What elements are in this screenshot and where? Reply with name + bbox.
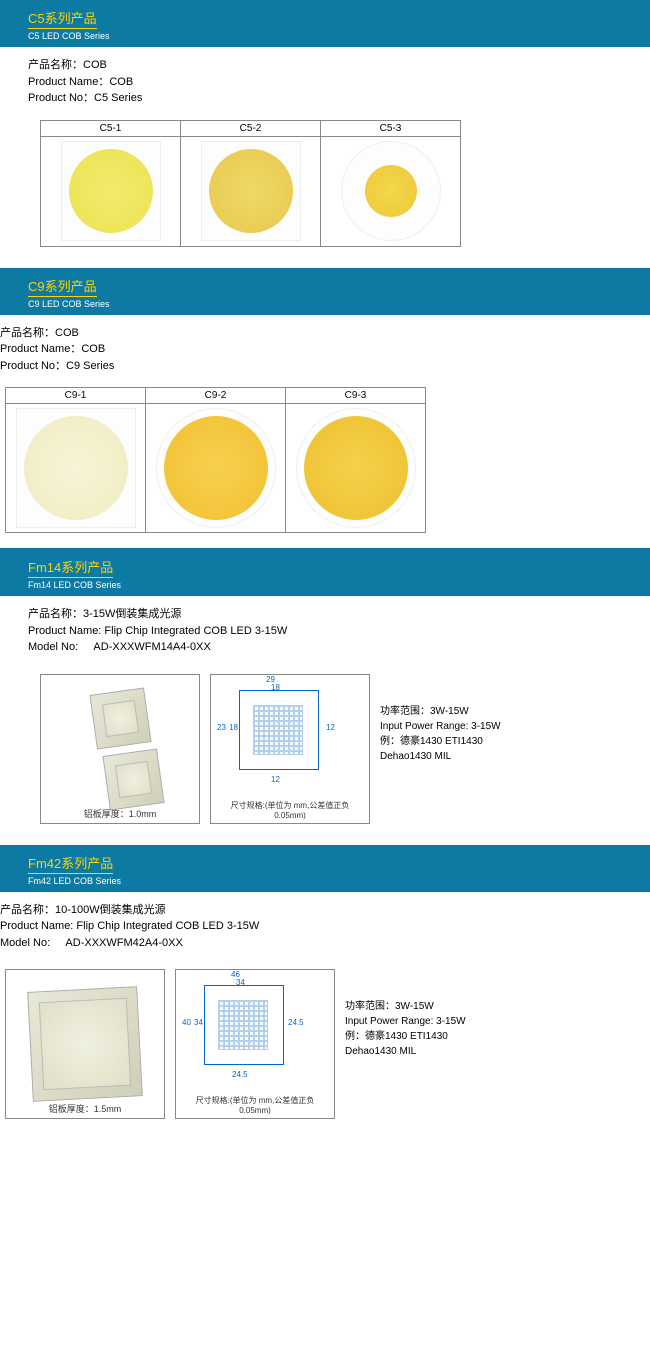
fm14-diagram-caption: 尺寸规格:(单位为 mm,公差值正负 0.05mm) (215, 800, 365, 820)
fm42-detail-row: 铝板厚度：1.5mm 46 34 40 34 24.5 24.5 尺寸规格:(单… (5, 969, 650, 1119)
c5-info-value-1: COB (109, 74, 133, 91)
fm42-info-label-2: Model No: (0, 935, 65, 952)
c9-info-label-0: 产品名称： (0, 325, 55, 342)
fm42-info-value-2: AD-XXXWFM42A4-0XX (65, 935, 182, 952)
fm42-info: 产品名称：10-100W倒装集成光源 Product Name: Flip Ch… (0, 892, 650, 960)
fm42-dim-outer-h: 40 (182, 1018, 191, 1027)
c5-cell-1 (181, 136, 321, 246)
c5-info-value-0: COB (83, 57, 107, 74)
fm14-chip-caption: 铝板厚度：1.0mm (84, 807, 157, 820)
c9-info-label-2: Product No： (0, 358, 66, 375)
fm14-spec-3: Dehao1430 MIL (380, 749, 501, 764)
fm14-photo-cell: 铝板厚度：1.0mm (40, 674, 200, 824)
c9-cell-2 (286, 404, 426, 533)
fm42-diagram-cell: 46 34 40 34 24.5 24.5 尺寸规格:(单位为 mm,公差值正负… (175, 969, 335, 1119)
fm14-dim-inner-h: 18 (229, 723, 238, 732)
fm42-info-label-1: Product Name: (0, 918, 76, 935)
c9-col-header-2: C9-3 (286, 388, 426, 404)
c9-info-value-1: COB (81, 341, 105, 358)
fm42-dim-inner-h: 34 (194, 1018, 203, 1027)
fm42-info-value-0: 10-100W倒装集成光源 (55, 902, 166, 919)
c9-info-label-1: Product Name： (0, 341, 81, 358)
fm14-info-label-2: Model No: (28, 639, 93, 656)
c5-info-value-2: C5 Series (94, 90, 142, 107)
c5-image-table: C5-1 C5-2 C5-3 (40, 120, 461, 247)
fm14-diagram-cell: 29 18 23 18 12 12 尺寸规格:(单位为 mm,公差值正负 0.0… (210, 674, 370, 824)
c9-image-table: C9-1 C9-2 C9-3 (5, 387, 426, 533)
fm42-dim-right: 24.5 (288, 1018, 304, 1027)
fm14-dim-bot: 12 (271, 775, 280, 784)
fm42-chip-caption: 铝板厚度：1.5mm (49, 1102, 122, 1115)
fm42-photo-cell: 铝板厚度：1.5mm (5, 969, 165, 1119)
fm14-specs: 功率范围：3W-15W Input Power Range: 3-15W 例：德… (380, 674, 501, 764)
fm14-spec-0: 功率范围：3W-15W (380, 704, 501, 719)
fm14-subtitle: Fm14 LED COB Series (28, 580, 650, 590)
fm42-dim-bot: 24.5 (232, 1070, 248, 1079)
c9-subtitle: C9 LED COB Series (28, 299, 650, 309)
c5-info: 产品名称：COB Product Name：COB Product No：C5 … (0, 47, 650, 115)
c9-col-header-1: C9-2 (146, 388, 286, 404)
c5-header: C5系列产品 C5 LED COB Series (0, 0, 650, 47)
fm14-info-value-0: 3-15W倒装集成光源 (83, 606, 181, 623)
fm42-specs: 功率范围：3W-15W Input Power Range: 3-15W 例：德… (345, 969, 466, 1059)
fm14-title: Fm14系列产品 (28, 557, 113, 578)
fm14-header: Fm14系列产品 Fm14 LED COB Series (0, 549, 650, 596)
c5-info-label-0: 产品名称： (28, 57, 83, 74)
fm42-info-label-0: 产品名称： (0, 902, 55, 919)
fm14-spec-2: 例：德豪1430 ETI1430 (380, 734, 501, 749)
c5-cell-0 (41, 136, 181, 246)
fm42-subtitle: Fm42 LED COB Series (28, 876, 650, 886)
fm42-spec-0: 功率范围：3W-15W (345, 999, 466, 1014)
c9-col-header-0: C9-1 (6, 388, 146, 404)
c5-cell-2 (321, 136, 461, 246)
fm14-dim-outer-h: 23 (217, 723, 226, 732)
fm14-dim-right: 12 (326, 723, 335, 732)
fm42-title: Fm42系列产品 (28, 853, 113, 874)
fm42-chip-icon (27, 986, 143, 1102)
fm14-info: 产品名称：3-15W倒装集成光源 Product Name: Flip Chip… (0, 596, 650, 664)
c5-info-label-1: Product Name： (28, 74, 109, 91)
fm14-info-label-0: 产品名称： (28, 606, 83, 623)
fm42-header: Fm42系列产品 Fm42 LED COB Series (0, 845, 650, 892)
fm42-diagram-caption: 尺寸规格:(单位为 mm,公差值正负 0.05mm) (180, 1095, 330, 1115)
c5-title: C5系列产品 (28, 8, 97, 29)
c9-info-value-0: COB (55, 325, 79, 342)
fm42-spec-2: 例：德豪1430 ETI1430 (345, 1029, 466, 1044)
fm14-info-value-2: AD-XXXWFM14A4-0XX (93, 639, 210, 656)
c9-info-value-2: C9 Series (66, 358, 114, 375)
fm42-info-value-1: Flip Chip Integrated COB LED 3-15W (76, 918, 259, 935)
c5-col-header-1: C5-2 (181, 120, 321, 136)
fm14-chip-icon (89, 687, 151, 749)
fm42-spec-3: Dehao1430 MIL (345, 1044, 466, 1059)
c9-title: C9系列产品 (28, 276, 97, 297)
c9-cell-1 (146, 404, 286, 533)
c9-cell-0 (6, 404, 146, 533)
fm14-info-label-1: Product Name: (28, 623, 104, 640)
c9-info: 产品名称：COB Product Name：COB Product No：C9 … (0, 315, 650, 383)
c5-col-header-2: C5-3 (321, 120, 461, 136)
fm14-detail-row: 铝板厚度：1.0mm 29 18 23 18 12 12 尺寸规格:(单位为 m… (40, 674, 650, 824)
c9-header: C9系列产品 C9 LED COB Series (0, 268, 650, 315)
fm14-chip-icon-2 (102, 748, 164, 810)
c5-info-label-2: Product No： (28, 90, 94, 107)
fm42-spec-1: Input Power Range: 3-15W (345, 1014, 466, 1029)
c5-subtitle: C5 LED COB Series (28, 31, 650, 41)
fm14-info-value-1: Flip Chip Integrated COB LED 3-15W (104, 623, 287, 640)
c5-col-header-0: C5-1 (41, 120, 181, 136)
fm14-spec-1: Input Power Range: 3-15W (380, 719, 501, 734)
